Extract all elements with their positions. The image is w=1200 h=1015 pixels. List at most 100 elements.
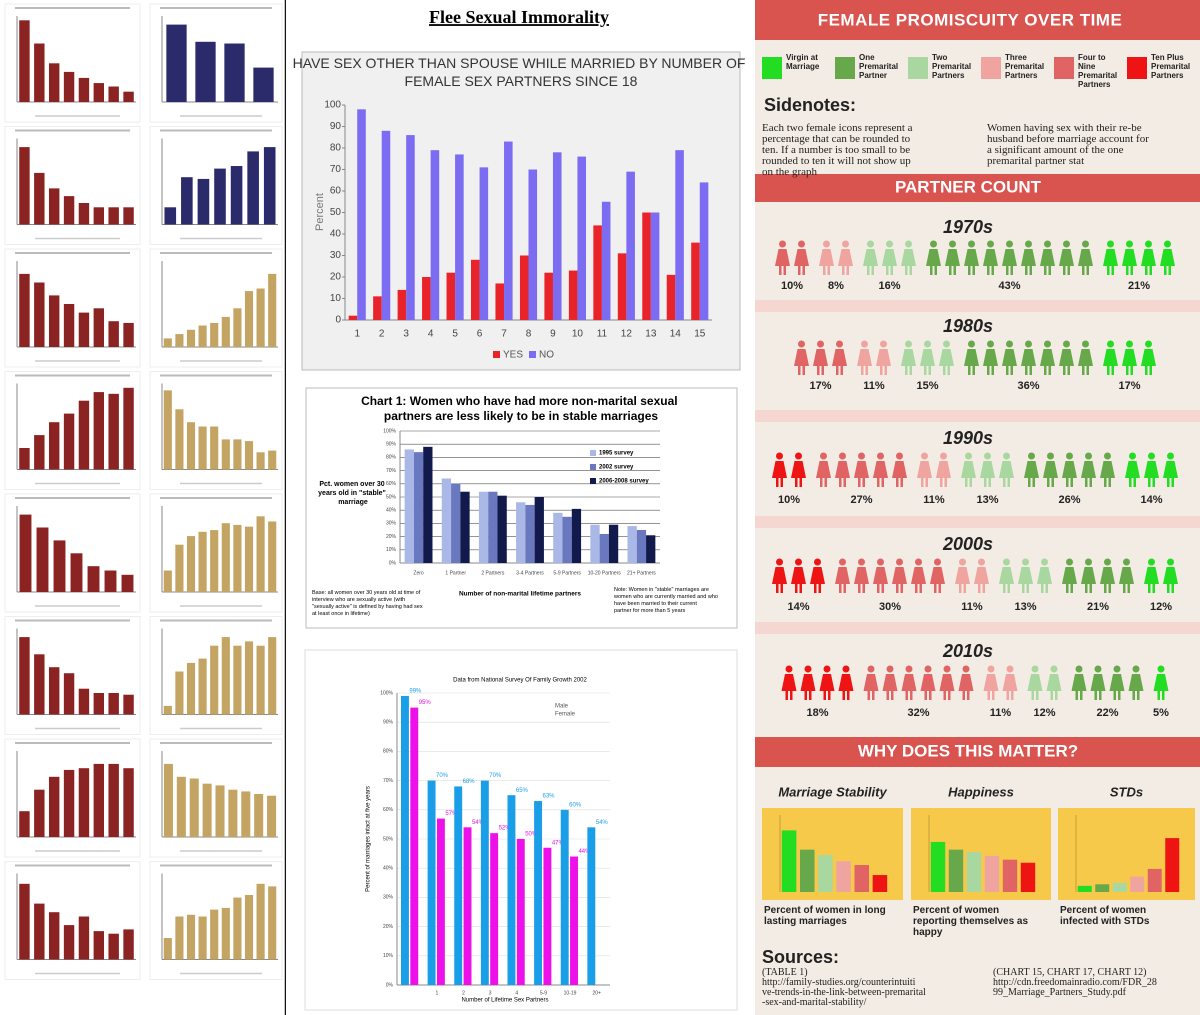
- bar: [34, 789, 45, 837]
- bar: [357, 109, 366, 320]
- data-label: 99%: [409, 688, 422, 694]
- x-tick-label: 10-20 Partners: [588, 570, 622, 576]
- bar: [210, 909, 219, 960]
- band: [755, 410, 1200, 422]
- person-icon: [1144, 452, 1159, 487]
- bar: [256, 883, 265, 960]
- banner: [755, 174, 1200, 202]
- bar: [198, 658, 207, 715]
- page-title: Flee Sexual Immorality: [429, 7, 609, 27]
- bar: [872, 875, 888, 892]
- bar: [570, 856, 578, 985]
- person-icon: [1062, 558, 1077, 593]
- bar: [63, 925, 75, 960]
- bar: [233, 645, 242, 715]
- bar: [1095, 884, 1110, 892]
- x-tick-label: 15: [694, 329, 706, 340]
- person-icon: [999, 452, 1014, 487]
- bar: [189, 778, 199, 837]
- person-icon: [1144, 558, 1159, 593]
- bar: [36, 527, 49, 592]
- x-tick-label: 20+: [592, 990, 601, 996]
- data-label: 47%: [552, 840, 565, 846]
- x-tick-label: 3-4 Partners: [516, 570, 544, 576]
- bar: [627, 526, 637, 563]
- decade-title: 1980s: [943, 316, 993, 336]
- bar: [400, 695, 409, 985]
- bar: [636, 530, 647, 563]
- bar: [568, 270, 578, 320]
- legend-swatch: [493, 351, 500, 358]
- legend-label: 2002 survey: [599, 465, 634, 471]
- person-icon: [1002, 240, 1017, 275]
- bar: [215, 785, 225, 837]
- percent-label: 30%: [879, 601, 901, 613]
- bar: [34, 43, 45, 102]
- legend-swatch: [762, 57, 782, 79]
- chart-title: HAVE SEX OTHER THAN SPOUSE WHILE MARRIED…: [293, 55, 750, 89]
- bar: [221, 523, 230, 592]
- legend-label: NO: [539, 350, 554, 361]
- bar: [1112, 882, 1127, 892]
- bar: [19, 20, 30, 102]
- y-tick-label: 50%: [386, 494, 397, 500]
- person-icon: [1163, 452, 1178, 487]
- x-tick-label: Zero: [413, 570, 424, 576]
- bar: [63, 71, 75, 102]
- bar: [233, 897, 242, 960]
- bar: [479, 167, 489, 320]
- chart-frame: [301, 51, 741, 371]
- person-icon: [819, 665, 835, 700]
- bar: [451, 483, 461, 563]
- bar: [166, 24, 187, 103]
- person-icon: [1021, 240, 1036, 275]
- bar: [241, 791, 251, 837]
- bar: [562, 516, 572, 563]
- bar: [397, 289, 407, 320]
- bar: [195, 41, 216, 102]
- bar: [544, 272, 553, 320]
- person-icon: [1122, 240, 1137, 275]
- bar: [164, 207, 177, 225]
- bar: [34, 654, 45, 715]
- bar: [587, 827, 596, 985]
- bar: [406, 135, 415, 320]
- bar: [210, 645, 219, 715]
- person-icon: [772, 558, 787, 593]
- bar: [617, 253, 627, 320]
- bar: [163, 938, 172, 960]
- bar: [163, 705, 172, 715]
- decade-title: 1990s: [943, 428, 993, 448]
- decade-title: 2000s: [942, 534, 993, 554]
- person-icon: [939, 665, 955, 700]
- bar: [413, 452, 424, 563]
- person-icon: [1002, 340, 1017, 375]
- person-icon: [901, 240, 916, 275]
- y-tick-label: 100%: [383, 428, 396, 434]
- bar: [123, 207, 134, 225]
- bar: [244, 441, 254, 470]
- bar: [253, 67, 274, 102]
- bar: [197, 178, 210, 225]
- bar: [984, 855, 1000, 892]
- legend-label: Female: [555, 712, 576, 718]
- bar: [63, 673, 75, 715]
- bar: [175, 544, 184, 592]
- bar: [221, 907, 230, 960]
- bar: [48, 422, 60, 470]
- bar: [256, 645, 265, 715]
- person-icon: [882, 665, 898, 700]
- bar: [48, 667, 60, 715]
- bar: [507, 795, 516, 985]
- bar: [608, 524, 619, 563]
- bar: [48, 776, 60, 837]
- bar: [471, 259, 480, 320]
- percent-label: 26%: [1058, 494, 1080, 506]
- y-tick-label: 100: [324, 100, 341, 111]
- person-icon: [1062, 452, 1077, 487]
- banner-title: WHY DOES THIS MATTER?: [858, 741, 1078, 760]
- person-icon: [1037, 558, 1052, 593]
- y-tick-label: 30%: [383, 895, 394, 901]
- bar: [63, 196, 75, 225]
- bar: [48, 912, 60, 960]
